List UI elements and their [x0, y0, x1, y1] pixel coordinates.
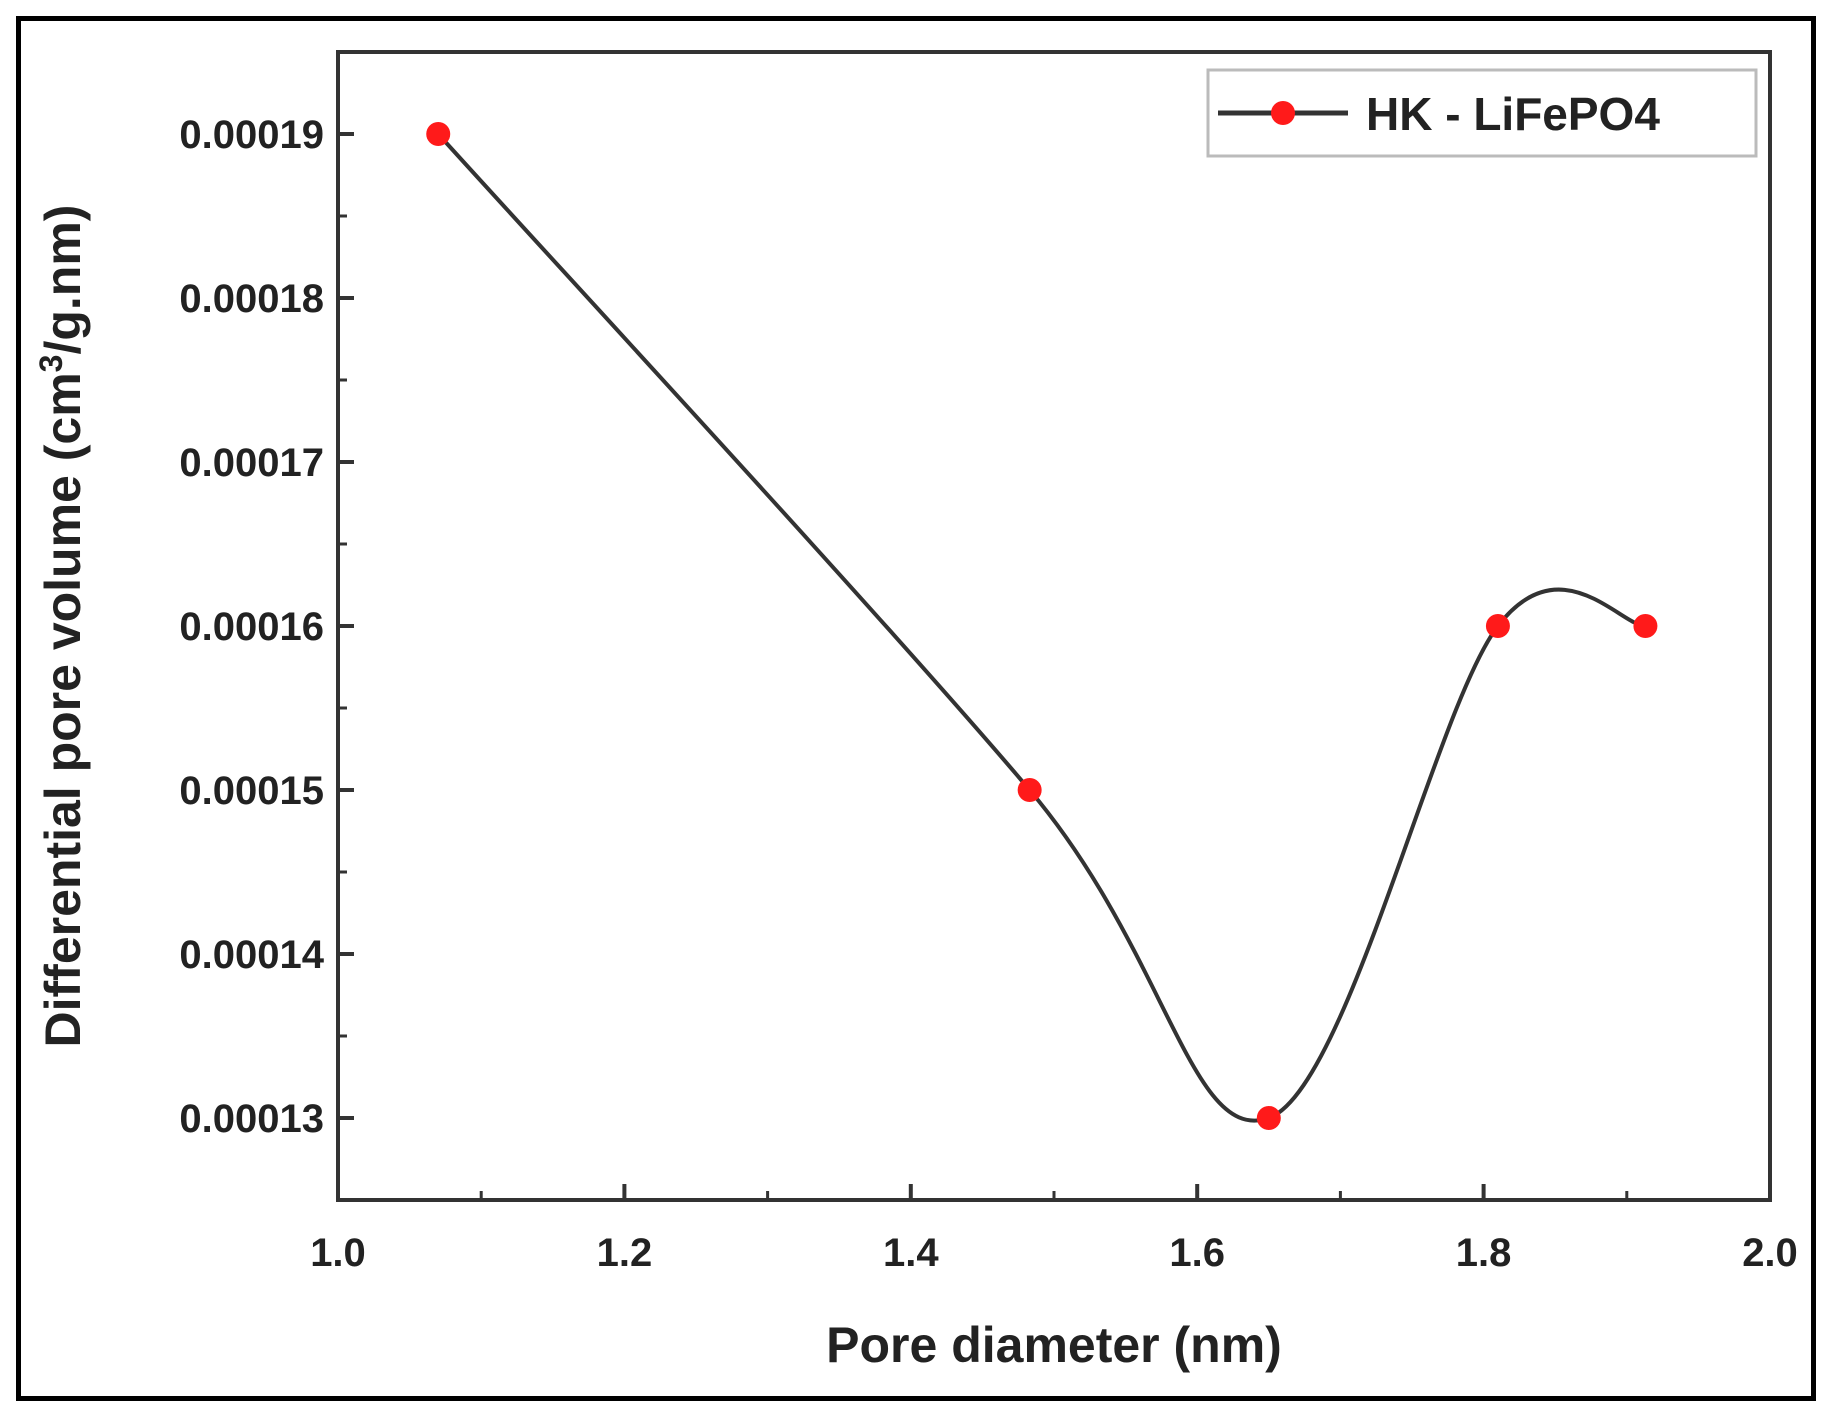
data-point	[1017, 778, 1042, 802]
y-tick-label: 0.00013	[179, 1097, 324, 1141]
y-axis-ticks: 0.00013 0.00014 0.00015 0.00016 0.00017 0.000…	[179, 113, 354, 1141]
y-tick-label: 0.00018	[179, 277, 324, 321]
legend-marker-sample	[1271, 101, 1295, 125]
x-axis-title: Pore diameter (nm)	[826, 1317, 1282, 1373]
figure-frame	[16, 16, 1816, 1401]
y-axis-title: Differential pore volume (cm3/g.nm)	[33, 205, 91, 1048]
y-axis-title-superscript: 3	[33, 355, 69, 373]
data-point	[426, 122, 451, 146]
x-axis-ticks: 1.0 1.2 1.4 1.6 1.8 2.0	[310, 1184, 1798, 1275]
x-tick-label: 1.4	[883, 1231, 939, 1275]
x-tick-label: 1.6	[1169, 1231, 1225, 1275]
y-tick-label: 0.00017	[179, 441, 324, 485]
x-tick-label: 1.2	[597, 1231, 653, 1275]
series-markers	[426, 122, 1658, 1130]
series-line-hk-lifepo4	[436, 132, 1646, 1123]
x-tick-label: 1.0	[310, 1231, 366, 1275]
x-tick-label: 1.8	[1456, 1231, 1512, 1275]
data-point	[1633, 614, 1658, 638]
data-point	[1256, 1106, 1281, 1130]
x-tick-label: 2.0	[1742, 1231, 1798, 1275]
y-tick-label: 0.00019	[179, 113, 324, 157]
y-tick-label: 0.00016	[179, 605, 324, 649]
data-point	[1485, 614, 1510, 638]
y-axis-title-suffix: /g.nm)	[35, 205, 91, 355]
legend-label: HK - LiFePO4	[1366, 88, 1660, 140]
y-tick-label: 0.00014	[179, 933, 324, 977]
legend: HK - LiFePO4	[1206, 68, 1758, 158]
plot-area	[336, 50, 1772, 1202]
y-axis-title-prefix: Differential pore volume (cm	[35, 372, 91, 1047]
y-tick-label: 0.00015	[179, 769, 324, 813]
